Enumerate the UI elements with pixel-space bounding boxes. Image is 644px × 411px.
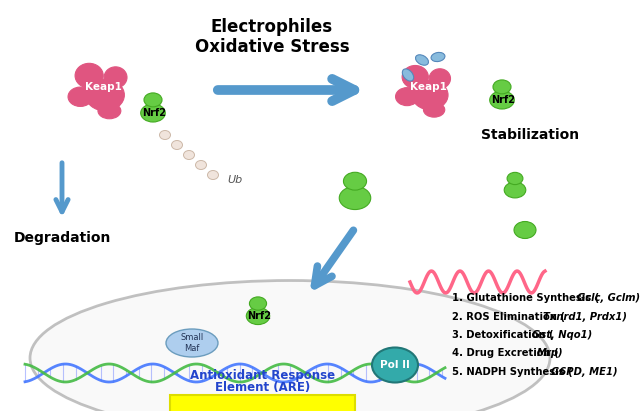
Ellipse shape	[339, 187, 371, 210]
Ellipse shape	[144, 93, 162, 107]
Ellipse shape	[507, 172, 523, 185]
Text: Nrf2: Nrf2	[247, 311, 271, 321]
Ellipse shape	[160, 131, 171, 139]
Text: Gst, Nqo1): Gst, Nqo1)	[532, 330, 592, 340]
Ellipse shape	[104, 67, 127, 88]
Text: Stabilization: Stabilization	[481, 128, 579, 142]
Text: Keap1: Keap1	[410, 82, 446, 92]
Text: Pol II: Pol II	[380, 360, 410, 370]
Text: Oxidative Stress: Oxidative Stress	[194, 38, 349, 56]
Ellipse shape	[30, 280, 550, 411]
Ellipse shape	[493, 80, 511, 94]
Ellipse shape	[171, 141, 182, 150]
Text: Small
Maf: Small Maf	[180, 333, 204, 353]
FancyBboxPatch shape	[170, 395, 355, 411]
Ellipse shape	[402, 69, 413, 81]
Text: Nrf2: Nrf2	[142, 108, 166, 118]
Ellipse shape	[75, 63, 103, 88]
Ellipse shape	[415, 55, 428, 65]
Text: Mrp): Mrp)	[537, 349, 564, 358]
Ellipse shape	[68, 87, 93, 106]
Ellipse shape	[395, 88, 419, 106]
Ellipse shape	[372, 347, 418, 383]
Text: 2. ROS Elimination (: 2. ROS Elimination (	[452, 312, 565, 321]
Ellipse shape	[246, 307, 270, 325]
Text: Electrophiles: Electrophiles	[211, 18, 333, 36]
Text: 3. Detoxification (: 3. Detoxification (	[452, 330, 553, 340]
Ellipse shape	[98, 103, 121, 119]
Text: Keap1: Keap1	[84, 82, 122, 92]
Text: Nrf2: Nrf2	[491, 95, 515, 105]
Text: Txnrd1, Prdx1): Txnrd1, Prdx1)	[543, 312, 627, 321]
Ellipse shape	[343, 172, 366, 190]
Ellipse shape	[166, 329, 218, 357]
Text: 5. NADPH Synthesis (: 5. NADPH Synthesis (	[452, 367, 573, 377]
Ellipse shape	[489, 91, 515, 109]
Ellipse shape	[140, 104, 166, 122]
Ellipse shape	[86, 79, 124, 111]
Text: 1. Glutathione Synthesis (: 1. Glutathione Synthesis (	[452, 293, 599, 303]
Text: Gclc, Gclm): Gclc, Gclm)	[577, 293, 640, 303]
Ellipse shape	[412, 80, 448, 110]
Text: Degradation: Degradation	[14, 231, 111, 245]
Ellipse shape	[514, 222, 536, 238]
Ellipse shape	[249, 297, 267, 310]
Text: Antioxidant Response: Antioxidant Response	[190, 369, 335, 381]
Text: Element (ARE): Element (ARE)	[215, 381, 310, 395]
Ellipse shape	[184, 150, 194, 159]
Text: G6PD, ME1): G6PD, ME1)	[551, 367, 618, 377]
Ellipse shape	[207, 171, 218, 180]
Text: Ub: Ub	[227, 175, 242, 185]
Ellipse shape	[504, 182, 526, 198]
Ellipse shape	[196, 161, 207, 169]
Ellipse shape	[424, 102, 445, 117]
Ellipse shape	[402, 65, 428, 88]
Ellipse shape	[429, 69, 451, 88]
Text: 4. Drug Excretion (: 4. Drug Excretion (	[452, 349, 558, 358]
Ellipse shape	[431, 53, 445, 62]
